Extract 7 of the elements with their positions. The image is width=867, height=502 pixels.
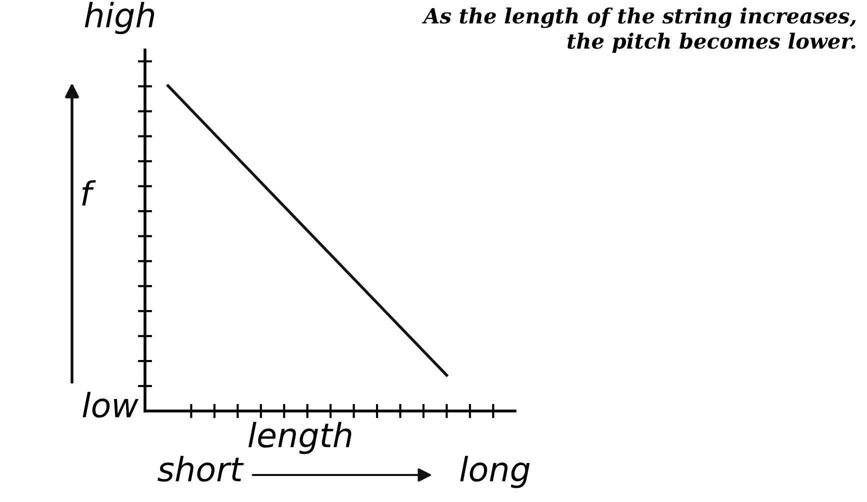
x-axis-title: length bbox=[248, 422, 352, 454]
text: high bbox=[84, 2, 154, 34]
text: As the length of the string increases, the pitch becomes lower. bbox=[422, 8, 856, 53]
y-axis-title: f bbox=[82, 180, 96, 206]
text: long bbox=[460, 456, 530, 488]
text: short bbox=[158, 456, 244, 482]
text: low bbox=[82, 392, 138, 418]
